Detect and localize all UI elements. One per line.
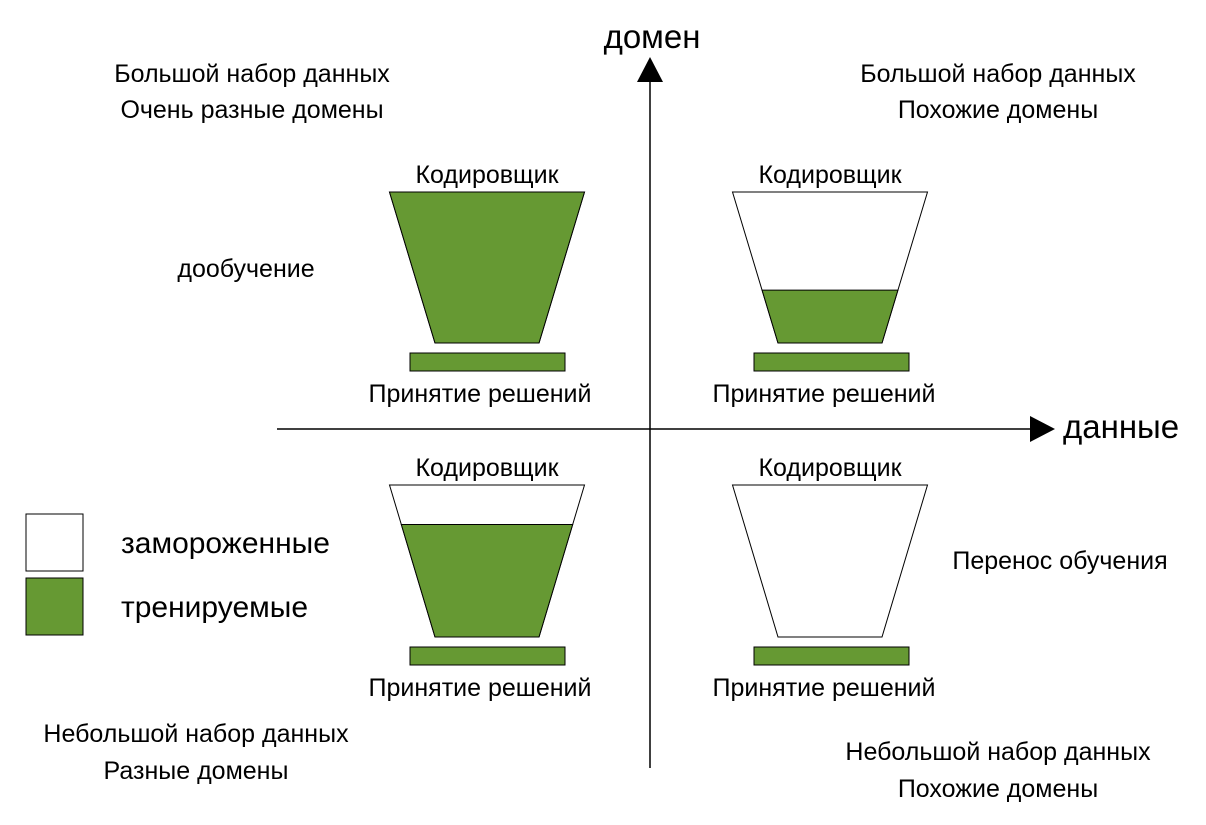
tl-encoder-label: Кодировщик <box>415 161 559 189</box>
encoder-trainable-part <box>761 289 899 344</box>
tl-dataset-label: Большой набор данных <box>114 60 390 88</box>
encoder-trainable-part <box>388 191 586 344</box>
bl-encoder-label: Кодировщик <box>415 454 559 482</box>
encoder-trainable-part <box>400 524 574 638</box>
tl-decision-head <box>409 352 566 372</box>
br-head-label: Принятие решений <box>713 674 936 702</box>
x-axis-label: данные <box>1063 408 1179 445</box>
bl-decision-head <box>409 646 566 666</box>
legend-frozen-swatch <box>25 513 84 572</box>
legend-frozen-label: замороженные <box>121 527 330 560</box>
x-axis-arrowhead <box>1030 416 1055 442</box>
bl-encoder <box>388 484 586 638</box>
legend-trainable-label: тренируемые <box>121 591 308 624</box>
legend-trainable-swatch <box>25 577 84 636</box>
br-dataset-label: Небольшой набор данных <box>845 738 1151 766</box>
br-encoder <box>731 484 929 638</box>
bl-domain-label: Разные домены <box>104 757 289 785</box>
br-domain-label: Похожие домены <box>898 775 1098 803</box>
br-method-label: Перенос обучения <box>952 547 1167 575</box>
tr-encoder-label: Кодировщик <box>758 161 902 189</box>
tr-domain-label: Похожие домены <box>898 96 1098 124</box>
tl-encoder <box>388 191 586 344</box>
br-encoder-label: Кодировщик <box>758 454 902 482</box>
bl-dataset-label: Небольшой набор данных <box>43 720 349 748</box>
tr-encoder <box>731 191 929 344</box>
tl-method-label: дообучение <box>177 255 314 283</box>
br-decision-head <box>753 646 910 666</box>
tr-head-label: Принятие решений <box>713 380 936 408</box>
tr-dataset-label: Большой набор данных <box>860 60 1136 88</box>
bl-head-label: Принятие решений <box>369 674 592 702</box>
tl-head-label: Принятие решений <box>369 380 592 408</box>
tr-decision-head <box>753 352 910 372</box>
y-axis-arrowhead <box>637 57 663 82</box>
y-axis-label: домен <box>604 18 701 55</box>
encoder-frozen-part <box>731 484 929 638</box>
tl-domain-label: Очень разные домены <box>120 96 383 124</box>
